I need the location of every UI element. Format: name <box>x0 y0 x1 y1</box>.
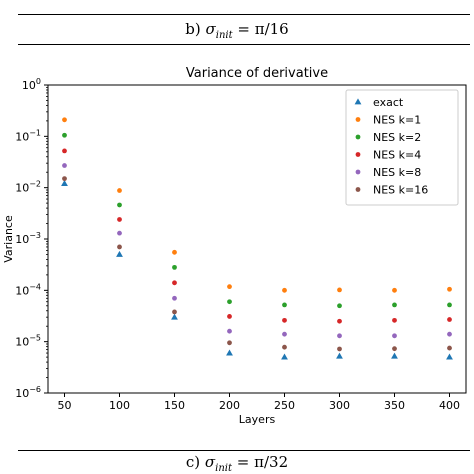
point-nes-k-16 <box>337 346 342 352</box>
point-exact <box>336 352 343 359</box>
point-nes-k-16 <box>282 344 287 350</box>
point-nes-k-1 <box>337 287 342 293</box>
point-nes-k-2 <box>172 264 177 270</box>
point-nes-k-2 <box>117 202 122 208</box>
top-rule <box>18 14 470 15</box>
point-nes-k-4 <box>282 317 287 323</box>
point-nes-k-2 <box>282 302 287 308</box>
point-nes-k-8 <box>227 328 232 334</box>
point-nes-k-16 <box>447 345 452 351</box>
x-tick-label: 100 <box>109 399 130 412</box>
caption-top-sub: init <box>215 30 233 41</box>
x-tick-label: 350 <box>384 399 405 412</box>
point-nes-k-16 <box>227 340 232 346</box>
bottom-rule <box>18 450 470 451</box>
point-nes-k-4 <box>447 317 452 322</box>
point-nes-k-8 <box>392 333 397 339</box>
point-nes-k-1 <box>392 287 397 293</box>
point-nes-k-2 <box>447 302 452 308</box>
legend-marker <box>355 187 361 192</box>
caption-bottom-sub: init <box>215 463 233 474</box>
x-axis-label: Layers <box>239 413 276 426</box>
point-nes-k-8 <box>282 331 287 337</box>
legend-label: NES k=4 <box>373 149 421 162</box>
x-tick-label: 50 <box>58 399 72 412</box>
point-nes-k-4 <box>62 148 67 154</box>
x-tick-label: 300 <box>329 399 350 412</box>
point-nes-k-2 <box>62 132 67 138</box>
y-tick-label: 10−5 <box>15 334 41 349</box>
y-tick-label: 10−1 <box>15 128 41 143</box>
legend-box <box>345 89 459 206</box>
legend-label: NES k=2 <box>373 131 421 144</box>
point-nes-k-1 <box>227 284 232 290</box>
point-nes-k-4 <box>337 318 342 324</box>
y-tick-label: 10−4 <box>15 282 41 297</box>
caption-top-prefix: b) <box>185 20 206 38</box>
point-nes-k-1 <box>447 286 452 292</box>
caption-bottom: c) σinit = π/32 <box>0 453 474 474</box>
x-tick-label: 200 <box>219 399 240 412</box>
point-nes-k-1 <box>117 188 122 193</box>
point-nes-k-4 <box>117 217 122 222</box>
y-tick-label: 10−6 <box>15 385 41 400</box>
point-nes-k-1 <box>62 117 67 123</box>
point-nes-k-16 <box>117 244 122 250</box>
y-axis-label: Variance <box>2 215 15 263</box>
y-tick-label: 100 <box>22 77 41 92</box>
legend-marker <box>355 134 361 140</box>
point-nes-k-1 <box>172 249 177 255</box>
point-nes-k-1 <box>282 287 287 293</box>
y-tick-label: 10−3 <box>15 231 41 246</box>
point-exact <box>281 353 288 360</box>
point-nes-k-16 <box>172 309 177 315</box>
point-exact <box>446 353 453 360</box>
x-tick-label: 400 <box>439 399 460 412</box>
point-exact <box>226 349 233 356</box>
caption-top-rest: = π/16 <box>232 20 289 38</box>
caption-top-sigma: σ <box>205 20 216 38</box>
caption-top: b) σinit = π/16 <box>0 20 474 41</box>
point-nes-k-2 <box>392 302 397 308</box>
y-tick-label: 10−2 <box>15 180 41 195</box>
legend-label: NES k=16 <box>373 184 428 197</box>
caption-bottom-rest: = π/32 <box>232 453 289 471</box>
point-nes-k-4 <box>227 314 232 319</box>
legend-marker <box>355 117 361 122</box>
point-nes-k-16 <box>62 176 67 182</box>
x-tick-label: 250 <box>274 399 295 412</box>
x-tick-label: 150 <box>164 399 185 412</box>
point-nes-k-2 <box>227 299 232 305</box>
point-nes-k-4 <box>392 317 397 323</box>
point-exact <box>61 180 68 187</box>
chart-title: Variance of derivative <box>186 66 328 81</box>
point-exact <box>391 352 398 359</box>
legend-marker <box>355 152 361 157</box>
legend-label: exact <box>373 96 404 109</box>
legend-marker <box>355 169 361 175</box>
point-nes-k-8 <box>62 163 67 168</box>
point-nes-k-4 <box>172 280 177 286</box>
point-nes-k-2 <box>337 303 342 309</box>
point-nes-k-16 <box>392 346 397 352</box>
point-nes-k-8 <box>172 295 177 301</box>
caption-bottom-sigma: σ <box>204 453 216 471</box>
legend-label: NES k=1 <box>373 114 421 127</box>
point-nes-k-8 <box>447 331 452 337</box>
mid-rule <box>18 44 470 45</box>
legend-label: NES k=8 <box>373 166 421 179</box>
caption-bottom-prefix: c) <box>185 453 205 471</box>
variance-chart: Variance of derivative 50 100 150 200 250 300 3… <box>2 66 467 426</box>
point-exact <box>171 313 178 320</box>
legend-marker <box>354 98 362 105</box>
point-nes-k-8 <box>337 333 342 339</box>
point-exact <box>116 250 123 257</box>
point-nes-k-8 <box>117 230 122 236</box>
